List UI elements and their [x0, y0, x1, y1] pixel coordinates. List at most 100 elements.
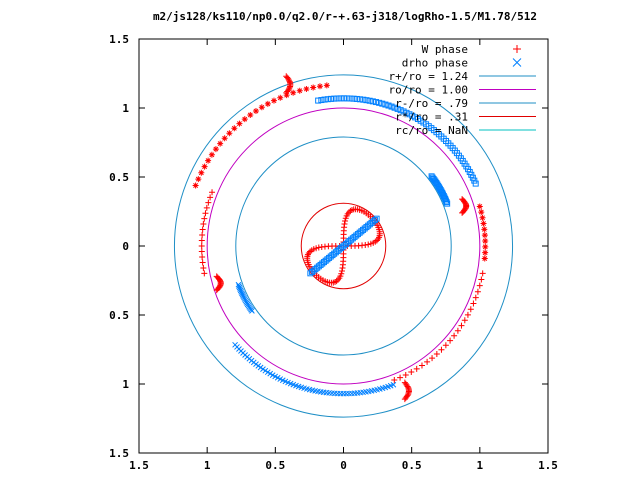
w-phase-point: [447, 337, 454, 344]
reference-circles: [173, 74, 514, 418]
w-phase-point: [391, 376, 398, 383]
axis-ticks: 1.5 1 0.5 0 0.5 1 1.51.510.500.511.5: [109, 33, 558, 472]
w-phase-point: [482, 249, 489, 256]
legend-label: r-/ro = .79: [395, 97, 468, 110]
legend-label: W phase: [422, 43, 468, 56]
drho-phase-point: [376, 99, 383, 106]
drho-phase-point: [357, 96, 364, 103]
legend-label: ro/ro = 1.00: [389, 84, 468, 97]
w-phase-point: [479, 214, 486, 221]
w-phase-point: [231, 125, 238, 132]
w-phase-point: [470, 300, 477, 307]
w-phase-point: [258, 104, 265, 111]
w-phase-point: [459, 196, 466, 203]
w-phase-point: [338, 268, 345, 275]
w-phase-point: [285, 87, 292, 94]
drho-phase-point: [442, 197, 449, 204]
w-phase-points: [192, 73, 489, 403]
w-phase-point: [208, 151, 215, 158]
circle-r-1: [206, 107, 481, 385]
w-phase-point: [424, 358, 431, 365]
drho-phase-point: [347, 95, 354, 102]
w-phase-point: [200, 264, 207, 271]
w-phase-point: [236, 120, 243, 127]
w-phase-point: [200, 221, 207, 228]
drho-phase-point: [237, 287, 244, 294]
w-phase-point: [458, 322, 465, 329]
drho-phase-point: [363, 97, 370, 104]
w-phase-point: [481, 255, 488, 262]
w-phase-point: [284, 74, 291, 81]
w-phase-point: [323, 82, 330, 89]
y-tick-label: 0.5: [109, 171, 129, 184]
w-phase-point: [205, 157, 212, 164]
w-phase-point: [315, 244, 322, 251]
drho-phase-point: [239, 291, 246, 298]
w-phase-point: [318, 243, 325, 250]
drho-phase-point: [443, 199, 450, 206]
w-phase-point: [342, 217, 349, 224]
w-phase-point: [367, 240, 374, 247]
w-phase-point: [286, 78, 293, 85]
drho-phase-point: [379, 100, 386, 107]
drho-phase-point: [315, 97, 322, 104]
w-phase-point: [310, 84, 317, 91]
drho-phase-points: [232, 95, 479, 397]
drho-phase-point: [350, 95, 357, 102]
w-phase-point: [464, 311, 471, 318]
w-phase-point: [212, 146, 219, 153]
legend-label: rc/ro = NaN: [395, 124, 468, 137]
w-phase-point: [481, 226, 488, 233]
w-phase-point: [402, 380, 409, 387]
w-phase-point: [472, 294, 479, 301]
w-phase-point: [401, 379, 408, 386]
w-phase-point: [285, 85, 292, 92]
w-phase-point: [438, 346, 445, 353]
w-phase-point: [454, 327, 461, 334]
legend-label: r+/ro = 1.24: [389, 70, 469, 83]
w-phase-point: [199, 254, 206, 261]
legend-label: r*/ro = .31: [395, 111, 468, 124]
drho-phase-point: [240, 293, 247, 300]
w-phase-point: [402, 371, 409, 378]
w-phase-point: [226, 130, 233, 137]
drho-phase-point: [331, 95, 338, 102]
y-tick-label: 1: [122, 378, 129, 391]
circle-r-0-79: [235, 136, 452, 356]
x-tick-label: 1.5: [129, 459, 149, 472]
drho-phase-point: [390, 381, 397, 388]
drho-phase-point: [239, 290, 245, 297]
w-phase-point: [451, 332, 458, 339]
drho-phase-point: [472, 180, 479, 187]
circle-r-1-24: [173, 74, 514, 418]
w-phase-point: [201, 270, 208, 277]
legend-label: drho phase: [402, 57, 468, 70]
y-tick-label: 1.5: [109, 33, 129, 46]
x-tick-label: 0.5: [402, 459, 422, 472]
drho-phase-point: [382, 101, 389, 108]
drho-phase-point: [318, 97, 325, 104]
w-phase-point: [513, 45, 521, 53]
w-phase-point: [270, 97, 277, 104]
w-phase-point: [418, 362, 425, 369]
y-tick-label: 0: [122, 240, 129, 253]
w-phase-point: [478, 276, 485, 283]
w-phase-point: [198, 169, 205, 176]
w-phase-point: [347, 207, 354, 214]
w-phase-point: [307, 248, 314, 255]
y-tick-label: 0.5: [109, 309, 129, 322]
w-phase-point: [283, 73, 290, 80]
drho-phase-point: [353, 95, 360, 102]
w-phase-point: [429, 355, 436, 362]
w-phase-point: [202, 210, 209, 217]
drho-phase-point: [388, 103, 395, 110]
w-phase-point: [413, 365, 420, 372]
w-phase-point: [199, 259, 206, 266]
w-phase-point: [467, 306, 474, 313]
drho-phase-point: [321, 96, 328, 103]
drho-phase-point: [373, 99, 380, 106]
circle-r-0-31: [300, 202, 387, 290]
w-phase-point: [482, 237, 489, 244]
drho-phase-point: [385, 102, 392, 109]
